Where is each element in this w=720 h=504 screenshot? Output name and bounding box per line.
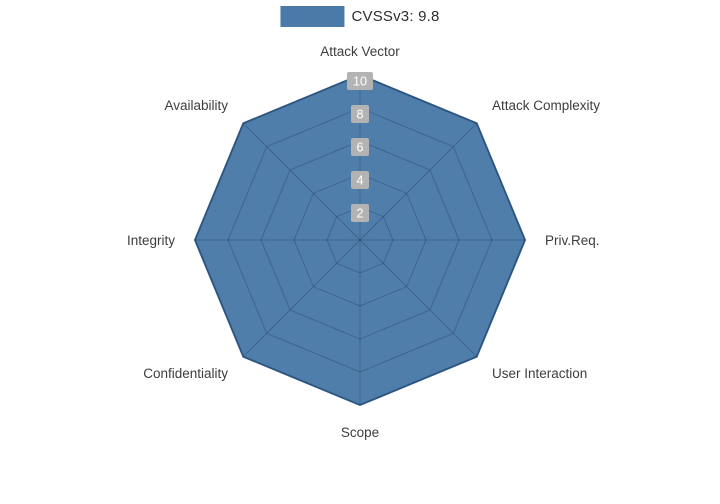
tick-badge (351, 171, 369, 189)
legend-swatch[interactable] (280, 6, 345, 27)
tick-badge (347, 72, 373, 90)
legend[interactable]: CVSSv3: 9.8 (280, 6, 439, 27)
tick-label: 8 (357, 108, 364, 122)
tick-badge (351, 105, 369, 123)
axis-label-availability: Availability (164, 98, 228, 113)
tick-badge (351, 138, 369, 156)
tick-label: 6 (357, 141, 364, 155)
axis-spoke-overlay (359, 122, 478, 241)
axis-spoke-overlay (242, 239, 361, 358)
axis-label-attack-vector: Attack Vector (320, 44, 400, 59)
tick-label: 4 (357, 174, 364, 188)
grid-ring-overlay (293, 173, 427, 307)
axis-label-integrity: Integrity (127, 233, 175, 248)
axis-label-confidentiality: Confidentiality (143, 366, 228, 381)
tick-label: 10 (353, 75, 367, 89)
data-polygon (194, 74, 526, 406)
axis-label-scope: Scope (341, 425, 379, 440)
axis-label-priv-req-: Priv.Req. (545, 233, 600, 248)
axis-spoke-overlay (242, 122, 361, 241)
tick-badge (351, 204, 369, 222)
grid-ring-overlay (260, 140, 460, 340)
grid-ring-overlay (194, 74, 526, 406)
axis-spoke-overlay (359, 239, 478, 358)
grid-ring-overlay (326, 206, 394, 274)
axis-label-user-interaction: User Interaction (492, 366, 587, 381)
axis-label-attack-complexity: Attack Complexity (492, 98, 600, 113)
legend-label[interactable]: CVSSv3: 9.8 (351, 8, 440, 25)
grid-ring-overlay (227, 107, 493, 373)
tick-label: 2 (357, 207, 364, 221)
